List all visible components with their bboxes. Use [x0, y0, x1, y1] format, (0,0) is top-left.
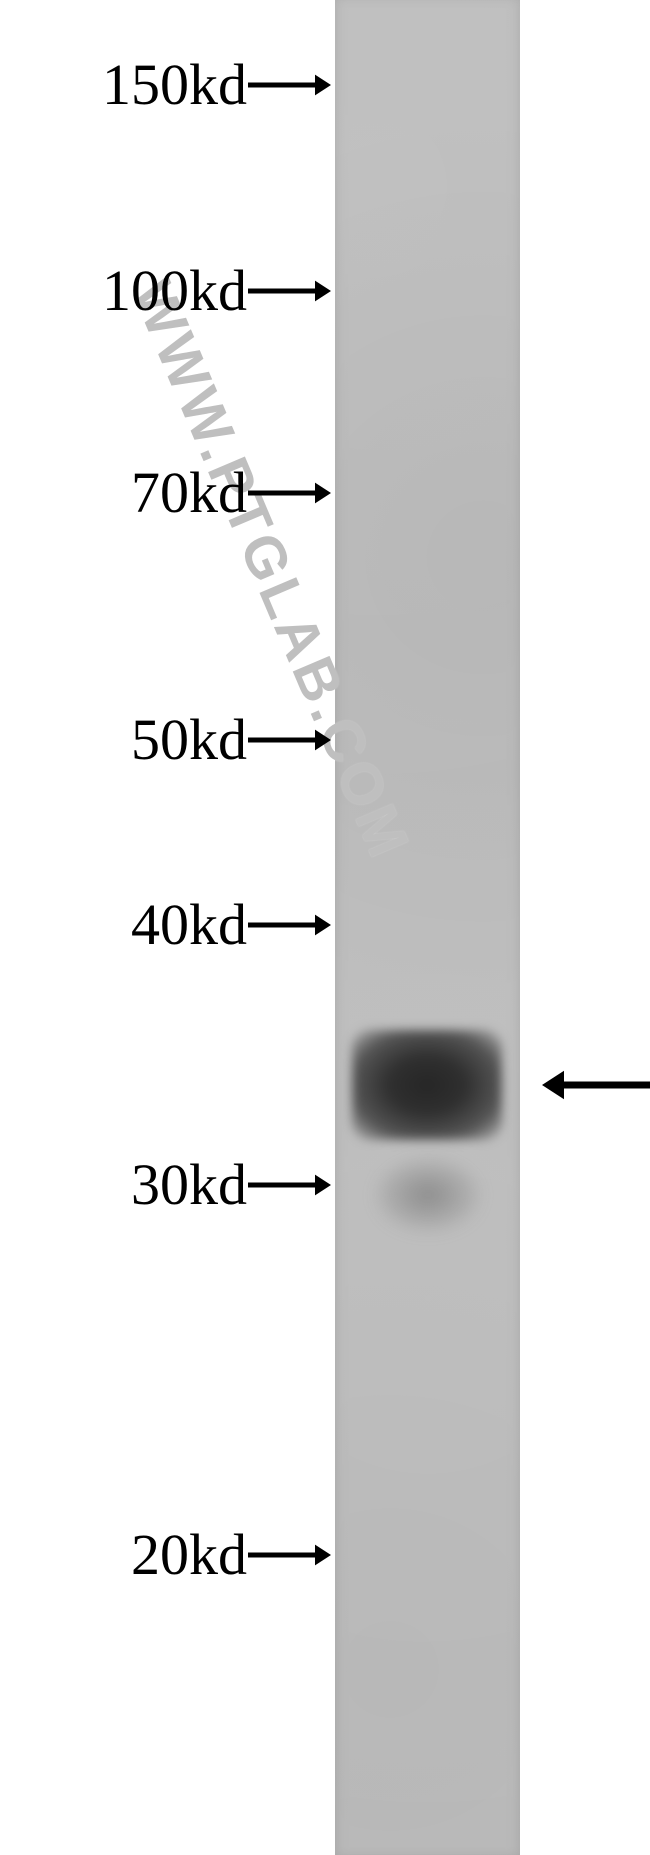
marker-label: 70kd	[131, 464, 247, 522]
marker-label: 40kd	[131, 896, 247, 954]
marker-arrow-icon	[247, 1535, 335, 1575]
marker-arrow-icon	[247, 720, 335, 760]
marker-label: 20kd	[131, 1526, 247, 1584]
marker-label: 30kd	[131, 1156, 247, 1214]
marker-label: 100kd	[102, 262, 247, 320]
blot-canvas: WWW.PTGLAB.COM 150kd100kd70kd50kd40kd30k…	[0, 0, 650, 1855]
marker-label: 150kd	[102, 56, 247, 114]
blot-lane	[335, 0, 520, 1855]
marker-arrow-icon	[247, 65, 335, 105]
marker-arrow-icon	[247, 271, 335, 311]
marker-label: 50kd	[131, 711, 247, 769]
protein-band	[352, 1030, 502, 1140]
marker-arrow-icon	[247, 905, 335, 945]
lane-noise	[335, 0, 520, 1855]
band-smudge	[378, 1160, 478, 1230]
marker-arrow-icon	[247, 473, 335, 513]
marker-arrow-icon	[247, 1165, 335, 1205]
result-arrow-icon	[540, 1058, 650, 1112]
